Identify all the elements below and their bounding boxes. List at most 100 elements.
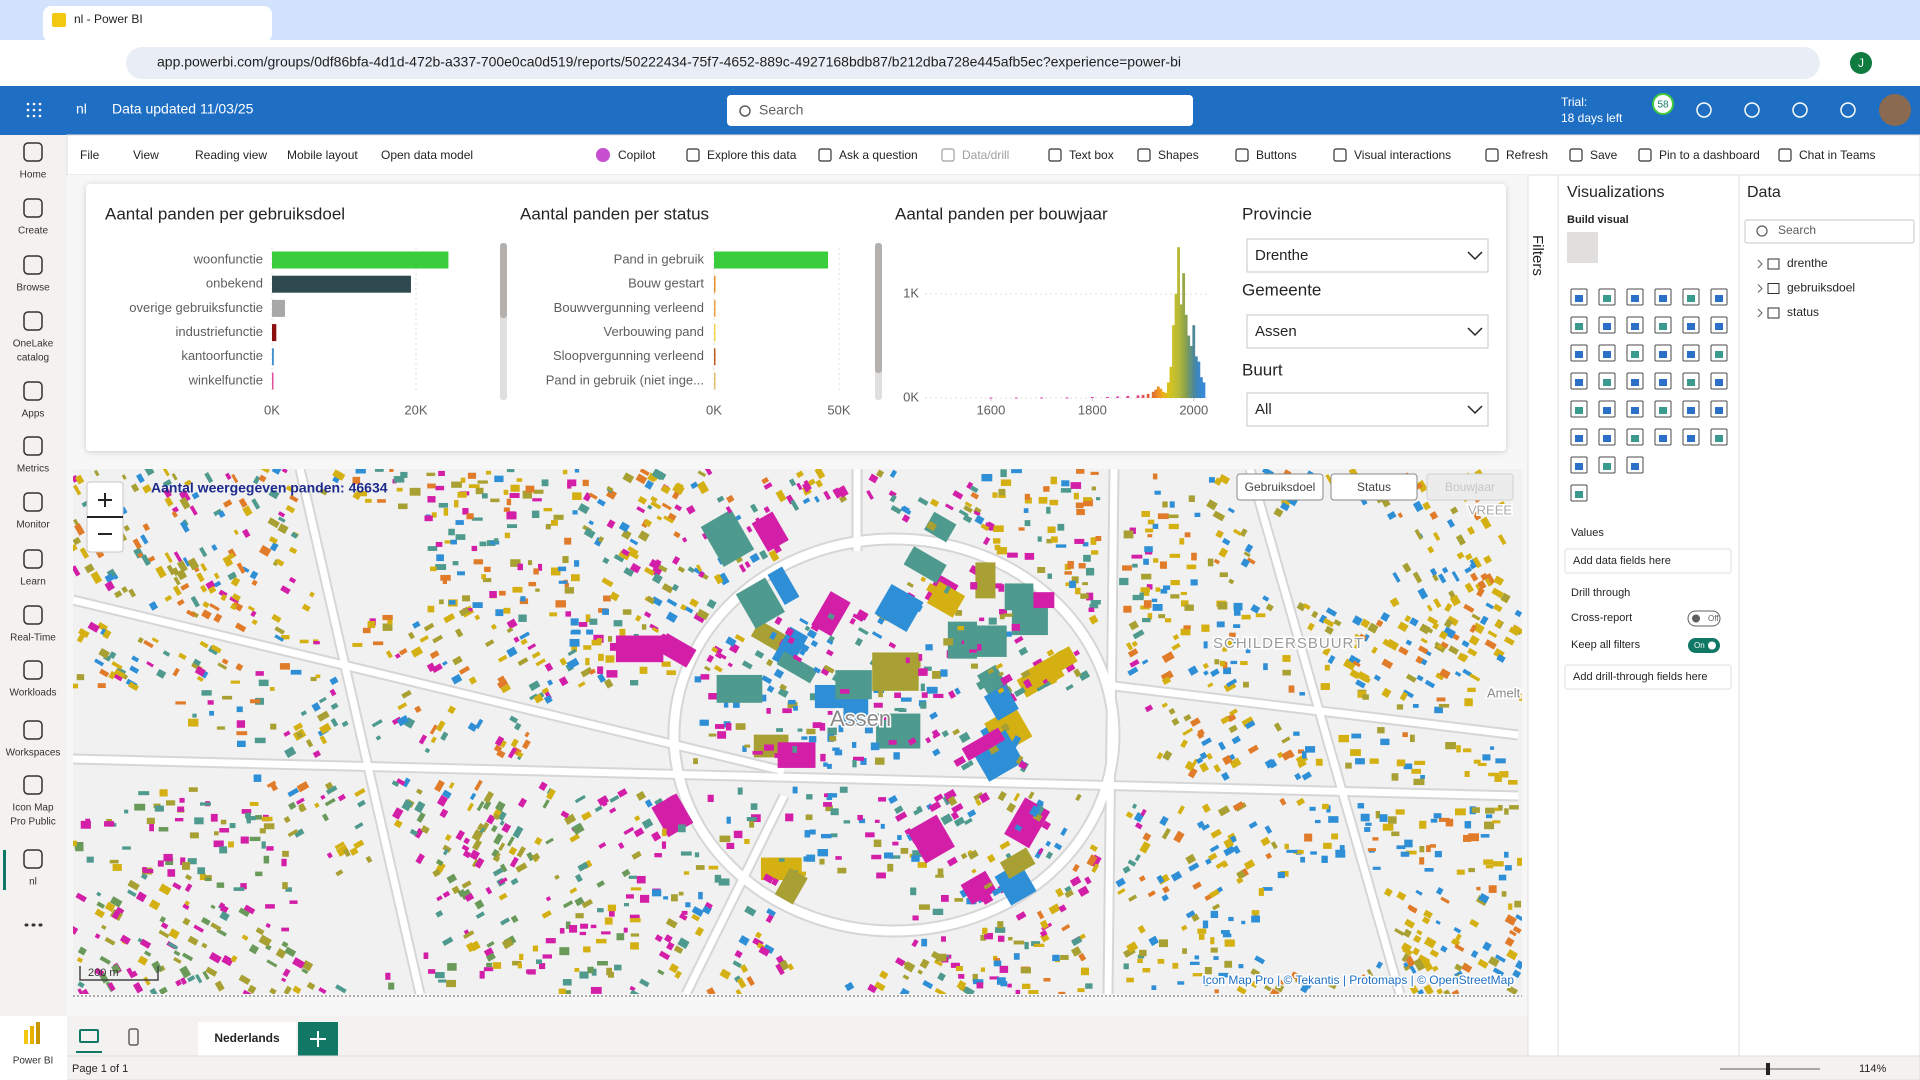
building <box>270 687 275 691</box>
ribbon-item[interactable]: Explore this data <box>707 148 797 162</box>
slicer-value[interactable]: Drenthe <box>1255 247 1308 264</box>
nav-label[interactable]: Real-Time <box>10 633 56 644</box>
nav-label[interactable]: Workloads <box>9 688 56 699</box>
scrollbar-thumb[interactable] <box>875 243 882 373</box>
x-tick-label: 1800 <box>1078 402 1107 417</box>
building <box>1151 985 1156 990</box>
map-button-label[interactable]: Status <box>1357 480 1391 494</box>
data-search[interactable] <box>1745 220 1914 243</box>
build-visual-tab[interactable] <box>1567 232 1598 263</box>
nav-label[interactable]: Home <box>20 170 47 181</box>
building <box>663 896 668 899</box>
building <box>1143 559 1149 565</box>
ribbon-item[interactable]: Copilot <box>618 148 656 162</box>
building <box>608 972 614 978</box>
attribution: Icon Map Pro | © Tekantis | Protomaps | … <box>1202 973 1514 987</box>
bar <box>1190 346 1193 398</box>
ribbon-item[interactable]: Buttons <box>1256 148 1297 162</box>
building <box>134 804 145 811</box>
building <box>583 946 590 952</box>
building <box>1388 816 1397 823</box>
ribbon-item[interactable]: Reading view <box>195 148 267 162</box>
building <box>1170 501 1175 507</box>
ribbon-item[interactable]: Text box <box>1069 148 1114 162</box>
nav-label[interactable]: Create <box>18 226 48 237</box>
ribbon-item[interactable]: View <box>133 148 159 162</box>
nav-label[interactable]: nl <box>29 877 37 888</box>
slicer-value[interactable]: Assen <box>1255 323 1297 340</box>
toggle-state: On <box>1694 641 1705 650</box>
building <box>1204 641 1208 648</box>
building <box>1278 872 1285 878</box>
slicer-value[interactable]: All <box>1255 401 1272 418</box>
x-tick-label: 1600 <box>976 402 1005 417</box>
ribbon-item[interactable]: Ask a question <box>839 148 918 162</box>
building <box>1282 655 1290 662</box>
building <box>1316 759 1323 766</box>
building <box>73 684 78 689</box>
nav-label[interactable]: Learn <box>20 577 46 588</box>
workspace-name[interactable]: nl <box>76 101 87 117</box>
nav-label[interactable]: catalog <box>17 353 49 364</box>
map-button-label[interactable]: Gebruiksdoel <box>1245 480 1316 494</box>
building <box>1380 814 1388 822</box>
ribbon-item[interactable]: Refresh <box>1506 148 1548 162</box>
nav-label[interactable]: Metrics <box>17 464 49 475</box>
bar <box>1154 390 1157 398</box>
visual-icon-accent <box>1659 323 1667 330</box>
nav-label[interactable]: Apps <box>22 409 45 420</box>
building <box>598 654 604 661</box>
ribbon-item[interactable]: Open data model <box>381 148 473 162</box>
building <box>1456 745 1461 752</box>
ribbon-item[interactable]: Shapes <box>1158 148 1199 162</box>
ribbon-item[interactable]: Save <box>1590 148 1618 162</box>
nav-label[interactable]: Browse <box>16 283 50 294</box>
slicer-dropdown[interactable] <box>1247 393 1488 426</box>
x-tick-label: 2000 <box>1179 402 1208 417</box>
app-launcher <box>33 109 36 112</box>
building <box>535 588 539 591</box>
ribbon-item[interactable]: Chat in Teams <box>1799 148 1875 162</box>
building <box>1185 532 1191 537</box>
building <box>606 655 615 662</box>
building <box>1170 554 1181 558</box>
x-tick-label: 50K <box>827 402 850 417</box>
building <box>1091 472 1099 475</box>
ribbon-item[interactable]: Visual interactions <box>1354 148 1451 162</box>
page-tab-label[interactable]: Nederlands <box>214 1031 280 1045</box>
nav-label[interactable]: OneLake <box>13 339 54 350</box>
building <box>214 831 219 835</box>
building <box>266 846 273 850</box>
filters-pane[interactable] <box>1528 175 1558 1056</box>
table-name[interactable]: status <box>1787 305 1819 319</box>
category-label: Bouwvergunning verleend <box>554 300 704 315</box>
filters-title[interactable]: Filters <box>1529 235 1546 276</box>
avatar[interactable] <box>1879 94 1911 126</box>
building <box>1495 808 1499 812</box>
nav-label[interactable]: Workspaces <box>6 748 61 759</box>
building <box>571 574 580 581</box>
nav-label[interactable]: Pro Public <box>10 817 56 828</box>
table-name[interactable]: gebruiksdoel <box>1787 281 1855 295</box>
zoom-thumb[interactable] <box>1766 1063 1770 1075</box>
table-name[interactable]: drenthe <box>1787 256 1828 270</box>
ribbon-item[interactable]: Pin to a dashboard <box>1659 148 1760 162</box>
building <box>1160 561 1167 568</box>
building <box>570 639 580 647</box>
data-updated[interactable]: Data updated 11/03/25 <box>112 101 254 117</box>
url[interactable]: app.powerbi.com/groups/0df86bfa-4d1d-472… <box>157 54 1181 70</box>
building <box>1077 988 1084 992</box>
map-button-label[interactable]: Bouwjaar <box>1445 480 1495 494</box>
building <box>887 864 893 872</box>
nav-label[interactable]: Monitor <box>16 520 50 531</box>
ribbon-item[interactable]: File <box>80 148 100 162</box>
ribbon-item[interactable]: Mobile layout <box>287 148 358 162</box>
scrollbar-thumb[interactable] <box>500 243 507 318</box>
ribbon-item[interactable]: Data/drill <box>962 148 1009 162</box>
building <box>852 742 856 748</box>
brand-logo <box>30 1026 34 1044</box>
building <box>197 867 205 874</box>
field-well-placeholder: Add data fields here <box>1573 555 1671 567</box>
nav-label[interactable]: Icon Map <box>12 803 54 814</box>
building <box>764 744 774 750</box>
